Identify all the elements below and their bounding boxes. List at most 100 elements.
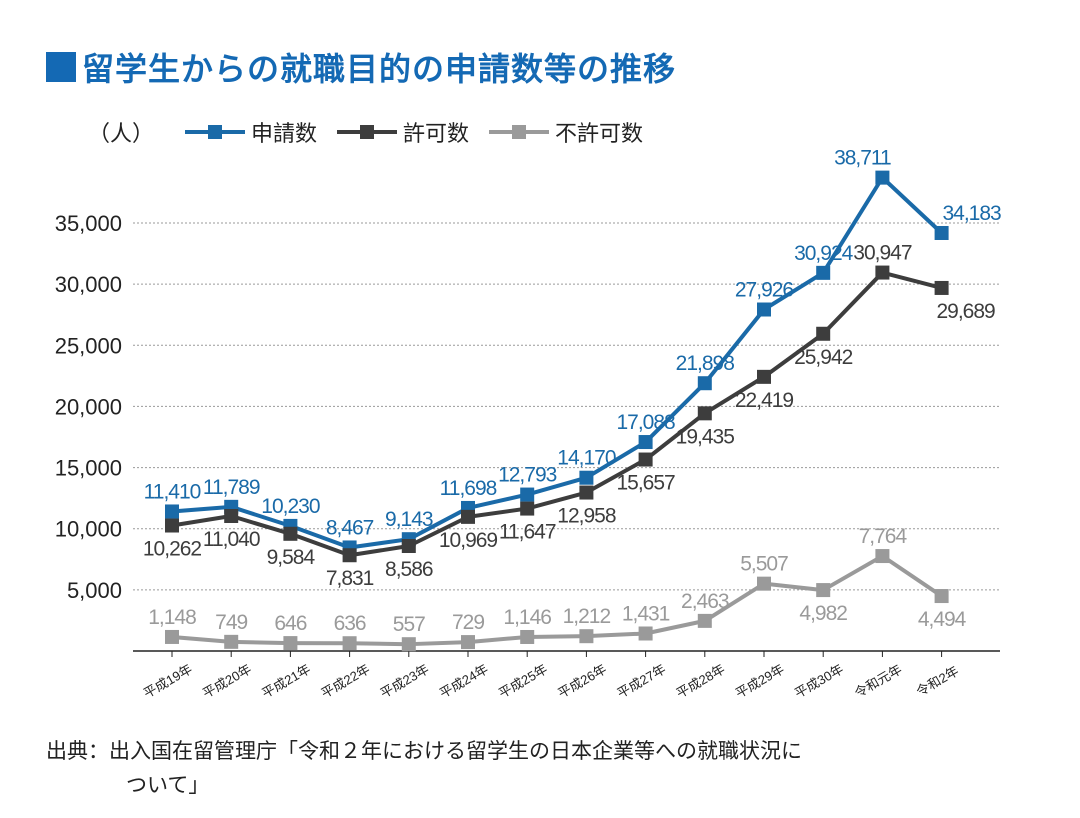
data-label: 30,924 (794, 242, 854, 265)
data-label: 21,898 (676, 352, 735, 375)
data-point (461, 509, 475, 524)
source-note: 出典：出入国在留管理庁「令和２年における留学生の日本企業等への就職状況に ついて… (46, 734, 802, 802)
data-label: 636 (334, 612, 366, 635)
data-point (342, 548, 357, 563)
data-point (283, 526, 298, 541)
data-label: 29,689 (936, 300, 995, 323)
y-tick-label: 30,000 (55, 272, 122, 297)
data-point (638, 626, 653, 641)
data-label: 11,789 (203, 476, 260, 499)
x-tick-label: 平成22年 (318, 661, 372, 701)
y-unit-label: （人） (88, 122, 155, 147)
x-tick-label: 平成29年 (733, 661, 787, 701)
data-point (934, 589, 949, 604)
legend-item-permitted: 許可数 (337, 116, 469, 148)
x-tick-label: 平成30年 (792, 661, 846, 701)
x-tick-label: 平成27年 (614, 661, 668, 701)
x-tick-label: 平成19年 (141, 661, 195, 701)
x-tick-label: 平成26年 (555, 661, 609, 701)
data-point (757, 369, 771, 384)
data-point (875, 265, 890, 280)
data-label: 30,947 (853, 242, 912, 265)
data-label: 10,262 (143, 538, 202, 561)
data-point (697, 376, 712, 391)
y-tick-label: 25,000 (55, 333, 122, 358)
data-label: 1,148 (148, 606, 196, 629)
series-line-2 (171, 554, 943, 647)
data-label: 1,431 (622, 603, 670, 626)
data-label: 646 (274, 612, 306, 635)
data-point (342, 636, 357, 651)
y-tick-label: 15,000 (55, 456, 122, 481)
data-label: 12,958 (557, 505, 616, 528)
data-point (165, 518, 179, 533)
data-point (401, 637, 416, 652)
data-point (224, 508, 239, 523)
data-point (579, 470, 594, 485)
data-label: 2,463 (681, 590, 729, 613)
data-point (165, 504, 179, 519)
data-label: 1,146 (503, 606, 551, 629)
data-point (697, 613, 712, 628)
data-label: 15,657 (616, 472, 675, 495)
data-label: 11,647 (499, 521, 556, 544)
title-square-icon (46, 52, 76, 82)
data-label: 729 (452, 611, 484, 634)
data-point (461, 635, 475, 650)
y-tick-label: 10,000 (55, 517, 122, 542)
data-label: 14,170 (557, 447, 616, 470)
data-label: 17,088 (616, 411, 675, 434)
data-point (638, 452, 653, 467)
x-tick-label: 平成23年 (378, 661, 432, 701)
chart-title: 留学生からの就職目的の申請数等の推移 (46, 44, 676, 90)
legend-label-applications: 申請数 (251, 122, 318, 147)
data-point (934, 280, 949, 295)
data-point (697, 406, 712, 421)
data-point (283, 636, 298, 651)
data-point (757, 576, 771, 591)
data-label: 19,435 (676, 425, 735, 448)
y-tick-label: 5,000 (67, 578, 122, 603)
data-point (875, 170, 890, 185)
data-point (875, 549, 890, 564)
data-point (816, 265, 831, 280)
data-point (520, 501, 535, 516)
data-label: 34,183 (942, 202, 1001, 225)
data-label: 38,711 (834, 147, 891, 170)
data-label: 10,969 (439, 529, 498, 552)
legend-item-applications: 申請数 (185, 116, 317, 148)
y-tick-label: 20,000 (55, 394, 122, 419)
data-label: 9,584 (267, 546, 316, 569)
data-label: 749 (215, 611, 247, 634)
x-tick-label: 平成24年 (437, 661, 491, 701)
source-line-1: 出典：出入国在留管理庁「令和２年における留学生の日本企業等への就職状況に (46, 739, 802, 763)
data-point (520, 629, 535, 644)
data-label: 22,419 (735, 389, 794, 412)
legend-label-denied: 不許可数 (555, 122, 644, 147)
data-point (816, 583, 831, 598)
data-point (579, 485, 594, 500)
data-label: 11,410 (144, 480, 201, 503)
data-label: 11,698 (440, 477, 497, 500)
data-label: 1,212 (563, 605, 611, 628)
data-point (401, 539, 416, 554)
data-point (224, 634, 239, 649)
data-point (520, 487, 535, 502)
y-tick-label: 35,000 (55, 211, 122, 236)
data-label: 8,467 (326, 516, 374, 539)
data-label: 557 (393, 613, 425, 636)
x-tick-label: 平成25年 (496, 661, 550, 701)
source-line-2: ついて」 (126, 773, 210, 797)
data-label: 9,143 (385, 508, 433, 531)
series-line-0 (171, 175, 943, 550)
x-tick-label: 令和2年 (914, 663, 962, 699)
x-tick-label: 令和元年 (852, 662, 905, 701)
data-point (816, 326, 831, 341)
data-point (165, 629, 179, 644)
legend-permitted-marker-icon (337, 125, 398, 139)
data-label: 25,942 (794, 346, 853, 369)
data-label: 7,831 (326, 567, 374, 590)
data-point (579, 629, 594, 644)
x-tick-label: 平成28年 (674, 661, 728, 701)
